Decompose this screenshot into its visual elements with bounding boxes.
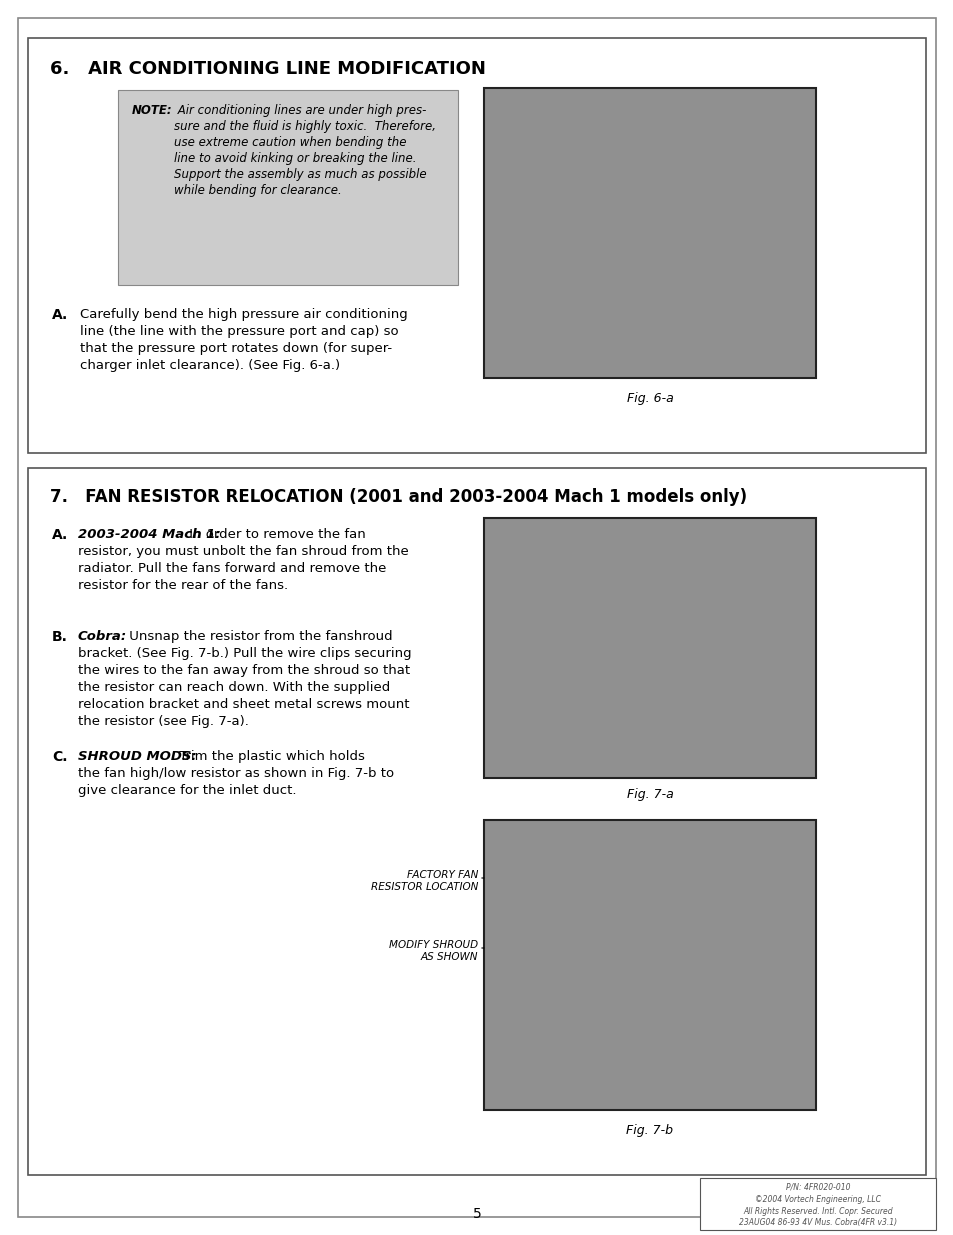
Text: the resistor (see Fig. 7-a).: the resistor (see Fig. 7-a). xyxy=(78,715,249,727)
Text: resistor for the rear of the fans.: resistor for the rear of the fans. xyxy=(78,579,288,592)
Text: 5: 5 xyxy=(472,1207,481,1221)
Text: C.: C. xyxy=(52,750,68,764)
Text: the fan high/low resistor as shown in Fig. 7-b to: the fan high/low resistor as shown in Fi… xyxy=(78,767,394,781)
Text: NOTE:: NOTE: xyxy=(132,104,172,117)
Text: P/N: 4FR020-010
©2004 Vortech Engineering, LLC
All Rights Reserved. Intl. Copr. : P/N: 4FR020-010 ©2004 Vortech Engineerin… xyxy=(739,1183,896,1228)
Bar xyxy=(483,820,815,1110)
Text: Air conditioning lines are under high pres-: Air conditioning lines are under high pr… xyxy=(173,104,426,117)
Text: line to avoid kinking or breaking the line.: line to avoid kinking or breaking the li… xyxy=(173,152,416,165)
Text: A.: A. xyxy=(52,308,69,322)
Bar xyxy=(28,468,925,1174)
Text: give clearance for the inlet duct.: give clearance for the inlet duct. xyxy=(78,784,296,797)
Text: Carefully bend the high pressure air conditioning: Carefully bend the high pressure air con… xyxy=(80,308,407,321)
Text: Support the assembly as much as possible: Support the assembly as much as possible xyxy=(173,168,426,182)
Text: while bending for clearance.: while bending for clearance. xyxy=(173,184,341,198)
Text: relocation bracket and sheet metal screws mount: relocation bracket and sheet metal screw… xyxy=(78,698,409,711)
Text: Cobra:: Cobra: xyxy=(78,630,127,643)
Text: Fig. 7-a: Fig. 7-a xyxy=(626,788,673,802)
Text: bracket. (See Fig. 7-b.) Pull the wire clips securing: bracket. (See Fig. 7-b.) Pull the wire c… xyxy=(78,647,411,659)
Text: Trim the plastic which holds: Trim the plastic which holds xyxy=(174,750,364,763)
Text: MODIFY SHROUD
AS SHOWN: MODIFY SHROUD AS SHOWN xyxy=(389,940,477,962)
Text: radiator. Pull the fans forward and remove the: radiator. Pull the fans forward and remo… xyxy=(78,562,386,576)
Text: the resistor can reach down. With the supplied: the resistor can reach down. With the su… xyxy=(78,680,390,694)
Text: Fig. 6-a: Fig. 6-a xyxy=(626,391,673,405)
Bar xyxy=(483,88,815,378)
Text: line (the line with the pressure port and cap) so: line (the line with the pressure port an… xyxy=(80,325,398,338)
Text: 7.   FAN RESISTOR RELOCATION (2001 and 2003-2004 Mach 1 models only): 7. FAN RESISTOR RELOCATION (2001 and 200… xyxy=(50,488,746,506)
Text: 6.   AIR CONDITIONING LINE MODIFICATION: 6. AIR CONDITIONING LINE MODIFICATION xyxy=(50,61,485,78)
Bar xyxy=(483,517,815,778)
Text: 2003-2004 Mach 1:: 2003-2004 Mach 1: xyxy=(78,529,220,541)
Text: use extreme caution when bending the: use extreme caution when bending the xyxy=(173,136,406,149)
Text: Unsnap the resistor from the fanshroud: Unsnap the resistor from the fanshroud xyxy=(125,630,393,643)
Text: sure and the fluid is highly toxic.  Therefore,: sure and the fluid is highly toxic. Ther… xyxy=(173,120,436,133)
Text: Fig. 7-b: Fig. 7-b xyxy=(626,1124,673,1137)
Bar xyxy=(28,38,925,453)
Text: In order to remove the fan: In order to remove the fan xyxy=(185,529,365,541)
Text: resistor, you must unbolt the fan shroud from the: resistor, you must unbolt the fan shroud… xyxy=(78,545,408,558)
Text: SHROUD MODS:: SHROUD MODS: xyxy=(78,750,196,763)
Text: B.: B. xyxy=(52,630,68,643)
Text: A.: A. xyxy=(52,529,69,542)
Bar xyxy=(118,90,457,285)
Text: the wires to the fan away from the shroud so that: the wires to the fan away from the shrou… xyxy=(78,664,410,677)
Text: that the pressure port rotates down (for super-: that the pressure port rotates down (for… xyxy=(80,342,392,354)
Text: charger inlet clearance). (See Fig. 6-a.): charger inlet clearance). (See Fig. 6-a.… xyxy=(80,359,340,372)
Text: FACTORY FAN
RESISTOR LOCATION: FACTORY FAN RESISTOR LOCATION xyxy=(370,869,477,893)
Bar xyxy=(700,1178,935,1230)
